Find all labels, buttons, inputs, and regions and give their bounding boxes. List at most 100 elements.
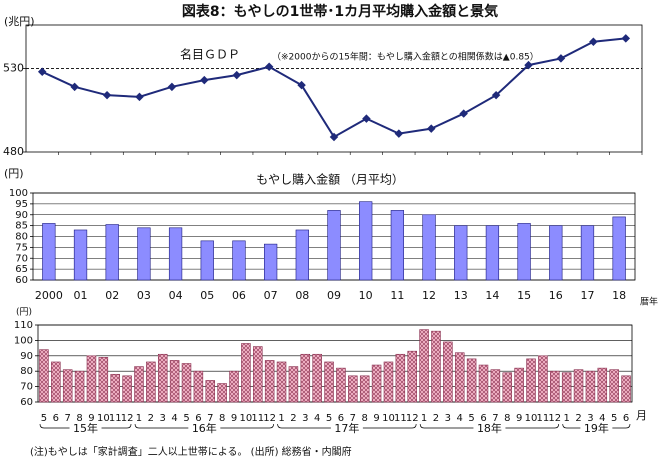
y-tick-label: 95	[15, 199, 28, 210]
marker	[491, 90, 501, 100]
group-label: 15年	[73, 421, 98, 435]
group-label-bg	[580, 422, 613, 434]
bar	[514, 367, 524, 403]
bar	[312, 353, 322, 403]
bar	[359, 201, 373, 281]
bar	[348, 375, 358, 403]
bar	[597, 367, 608, 403]
marker	[102, 90, 112, 100]
bar	[573, 369, 584, 403]
bar	[585, 370, 596, 403]
y-tick-label: 90	[20, 351, 33, 362]
y-tick-label: 60	[15, 275, 28, 286]
bar	[229, 370, 239, 403]
bar	[390, 210, 405, 281]
bar	[264, 360, 275, 403]
bar	[263, 243, 278, 281]
x-tick-label: 08	[295, 289, 309, 302]
bar	[359, 375, 370, 403]
note: (注)もやしは「家計調査」二人以上世帯による。 (出所) 総務省・内閣府	[30, 445, 352, 458]
y-tick-label: 70	[15, 253, 28, 264]
x-tick-label: 14	[485, 289, 499, 302]
x-tick-label: 15	[517, 289, 531, 302]
y-tick-label: 90	[15, 210, 28, 221]
chart-title: もやし購入金額 （月平均）	[256, 172, 404, 187]
marker	[135, 92, 144, 102]
marker	[37, 67, 47, 77]
x-tick-label: 12	[121, 413, 134, 424]
x-tick-label: 01	[74, 289, 88, 302]
bar	[276, 361, 287, 403]
x-tick-label: 2	[290, 413, 296, 424]
y-tick-label: 75	[15, 242, 28, 253]
marker	[394, 129, 404, 138]
bar	[407, 350, 417, 403]
x-tick-label: 7	[207, 413, 213, 424]
x-tick-label: 12	[406, 413, 419, 424]
bar	[105, 224, 119, 281]
marker	[200, 75, 209, 85]
bar	[550, 370, 560, 403]
bar	[580, 225, 595, 281]
x-tick-label: 11	[390, 289, 404, 302]
bar	[300, 353, 311, 403]
x-tick-label: 5	[41, 413, 47, 424]
x-tick-label: 8	[362, 413, 368, 424]
x-tick-label: 11	[394, 413, 407, 424]
x-tick-label: 06	[232, 289, 246, 302]
x-tick-label: 2	[575, 413, 581, 424]
x-tick-label: 1	[136, 413, 142, 424]
marker	[362, 114, 371, 123]
x-tick-label: 2	[148, 413, 154, 424]
bar	[383, 361, 394, 403]
group-label-bg	[69, 422, 102, 434]
x-tick-label: 6	[195, 413, 201, 424]
bar	[327, 210, 341, 281]
x-tick-label: 4	[457, 413, 463, 424]
x-tick-label: 11	[537, 413, 550, 424]
bar	[422, 214, 436, 281]
group-label-bg	[188, 422, 221, 434]
bar	[478, 364, 489, 403]
x-tick-label: 10	[240, 413, 253, 424]
bar	[466, 358, 477, 403]
bar	[395, 353, 406, 403]
x-tick-label: 5	[611, 413, 617, 424]
y-tick-label: 530	[3, 61, 24, 74]
x-tick-label: 2	[433, 413, 439, 424]
bar	[609, 369, 619, 403]
x-tick-label: 5	[326, 413, 332, 424]
x-tick-label: 6	[53, 413, 59, 424]
x-tick-label: 1	[563, 413, 569, 424]
x-tick-label: 4	[314, 413, 320, 424]
x-tick-label: 10	[525, 413, 538, 424]
bar	[295, 229, 309, 281]
bar	[561, 372, 572, 403]
x-end-label: 月	[636, 409, 647, 422]
bar	[200, 240, 214, 281]
bar	[205, 380, 216, 403]
x-tick-label: 3	[302, 413, 308, 424]
x-tick-label: 12	[422, 289, 436, 302]
bar	[288, 366, 299, 403]
marker	[70, 82, 79, 92]
x-tick-label: 09	[327, 289, 341, 302]
x-tick-label: 7	[65, 413, 71, 424]
plot-area	[25, 24, 643, 153]
y-tick-label: 85	[15, 221, 28, 232]
x-tick-label: 4	[599, 413, 605, 424]
bar	[51, 361, 61, 403]
bar	[502, 372, 513, 403]
bar	[134, 366, 144, 403]
bar	[42, 223, 56, 281]
x-tick-label: 9	[231, 413, 237, 424]
bar	[621, 375, 631, 403]
x-tick-label: 7	[350, 413, 356, 424]
bar	[74, 370, 85, 403]
x-tick-label: 6	[623, 413, 629, 424]
group-label: 17年	[334, 421, 359, 435]
x-tick-label: 07	[264, 289, 278, 302]
bar	[371, 364, 382, 403]
x-tick-label: 1	[278, 413, 284, 424]
